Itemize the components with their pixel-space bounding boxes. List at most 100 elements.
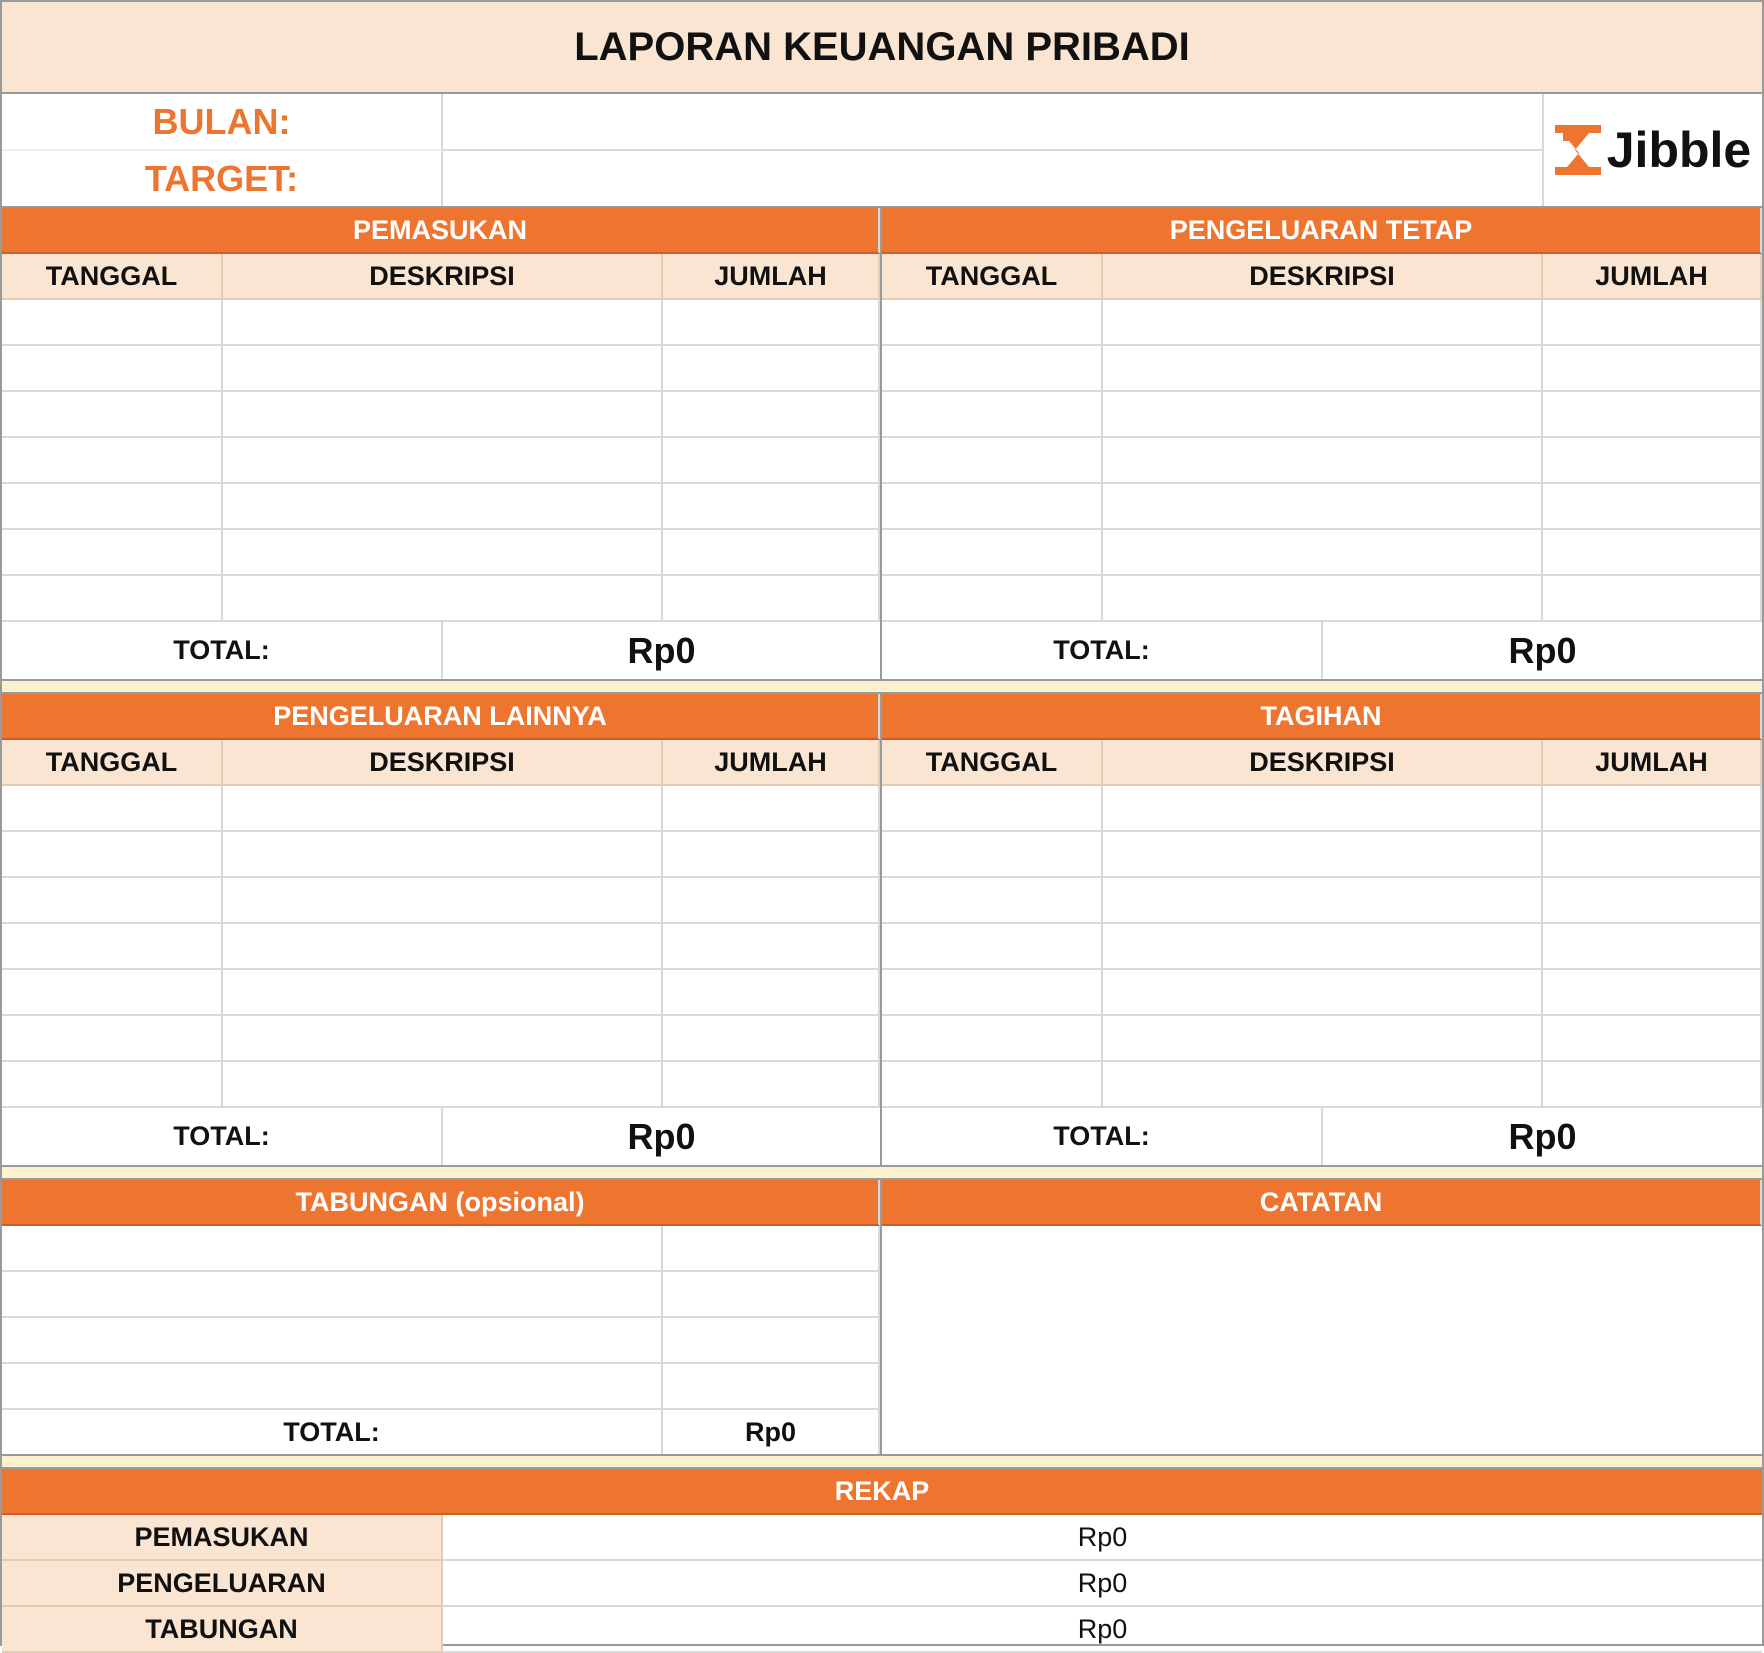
deskripsi-cell[interactable]: [223, 786, 663, 832]
deskripsi-cell[interactable]: [1103, 576, 1543, 622]
jumlah-cell[interactable]: [1543, 786, 1762, 832]
tanggal-cell[interactable]: [882, 530, 1103, 576]
tabungan-amount-cell[interactable]: [663, 1226, 880, 1272]
jumlah-cell[interactable]: [1543, 530, 1762, 576]
deskripsi-cell[interactable]: [1103, 346, 1543, 392]
bulan-input[interactable]: [443, 94, 1544, 151]
tabungan-amount-cell[interactable]: [663, 1272, 880, 1318]
deskripsi-cell[interactable]: [1103, 878, 1543, 924]
tanggal-cell[interactable]: [2, 878, 223, 924]
deskripsi-cell[interactable]: [223, 346, 663, 392]
tanggal-cell[interactable]: [882, 346, 1103, 392]
tanggal-cell[interactable]: [882, 970, 1103, 1016]
tabungan-desc-cell[interactable]: [2, 1364, 663, 1410]
deskripsi-cell[interactable]: [223, 924, 663, 970]
tanggal-cell[interactable]: [2, 346, 223, 392]
tanggal-cell[interactable]: [2, 1016, 223, 1062]
deskripsi-cell[interactable]: [223, 438, 663, 484]
deskripsi-cell[interactable]: [1103, 530, 1543, 576]
jumlah-cell[interactable]: [1543, 832, 1762, 878]
deskripsi-cell[interactable]: [1103, 1016, 1543, 1062]
tabungan-amount-cell[interactable]: [663, 1318, 880, 1364]
column-headers: TANGGAL DESKRIPSI JUMLAH: [882, 254, 1762, 300]
tanggal-cell[interactable]: [882, 484, 1103, 530]
jumlah-cell[interactable]: [1543, 924, 1762, 970]
jumlah-cell[interactable]: [1543, 1062, 1762, 1108]
tanggal-cell[interactable]: [882, 392, 1103, 438]
tanggal-cell[interactable]: [882, 924, 1103, 970]
jumlah-cell[interactable]: [663, 832, 880, 878]
deskripsi-cell[interactable]: [1103, 392, 1543, 438]
jumlah-cell[interactable]: [1543, 438, 1762, 484]
jumlah-cell[interactable]: [1543, 346, 1762, 392]
jumlah-cell[interactable]: [1543, 970, 1762, 1016]
jumlah-cell[interactable]: [663, 530, 880, 576]
jumlah-cell[interactable]: [1543, 300, 1762, 346]
deskripsi-cell[interactable]: [1103, 924, 1543, 970]
tanggal-cell[interactable]: [2, 576, 223, 622]
tanggal-cell[interactable]: [882, 300, 1103, 346]
jumlah-cell[interactable]: [663, 438, 880, 484]
tanggal-cell[interactable]: [2, 970, 223, 1016]
tanggal-cell[interactable]: [882, 878, 1103, 924]
jumlah-cell[interactable]: [1543, 392, 1762, 438]
deskripsi-cell[interactable]: [223, 832, 663, 878]
deskripsi-cell[interactable]: [223, 576, 663, 622]
jumlah-cell[interactable]: [663, 1062, 880, 1108]
total-label: TOTAL:: [2, 1108, 443, 1165]
deskripsi-cell[interactable]: [1103, 484, 1543, 530]
tabungan-amount-cell[interactable]: [663, 1364, 880, 1410]
table-row: [2, 346, 880, 392]
tanggal-cell[interactable]: [2, 392, 223, 438]
tanggal-cell[interactable]: [882, 832, 1103, 878]
deskripsi-cell[interactable]: [223, 1062, 663, 1108]
jumlah-cell[interactable]: [663, 786, 880, 832]
deskripsi-cell[interactable]: [223, 300, 663, 346]
catatan-section: CATATAN: [882, 1180, 1762, 1454]
deskripsi-cell[interactable]: [1103, 970, 1543, 1016]
tanggal-cell[interactable]: [2, 438, 223, 484]
jumlah-cell[interactable]: [1543, 576, 1762, 622]
tanggal-cell[interactable]: [2, 300, 223, 346]
tanggal-cell[interactable]: [2, 924, 223, 970]
jumlah-cell[interactable]: [1543, 1016, 1762, 1062]
jumlah-cell[interactable]: [663, 924, 880, 970]
deskripsi-cell[interactable]: [223, 970, 663, 1016]
deskripsi-cell[interactable]: [223, 1016, 663, 1062]
tanggal-cell[interactable]: [2, 786, 223, 832]
deskripsi-cell[interactable]: [1103, 438, 1543, 484]
jumlah-cell[interactable]: [663, 484, 880, 530]
jumlah-cell[interactable]: [1543, 484, 1762, 530]
jumlah-cell[interactable]: [663, 576, 880, 622]
deskripsi-cell[interactable]: [1103, 1062, 1543, 1108]
tanggal-cell[interactable]: [882, 786, 1103, 832]
tabungan-desc-cell[interactable]: [2, 1318, 663, 1364]
tanggal-cell[interactable]: [2, 484, 223, 530]
deskripsi-cell[interactable]: [223, 878, 663, 924]
tanggal-cell[interactable]: [882, 1062, 1103, 1108]
jumlah-cell[interactable]: [663, 346, 880, 392]
target-input[interactable]: [443, 151, 1544, 206]
catatan-notes-area[interactable]: [882, 1226, 1762, 1454]
deskripsi-cell[interactable]: [223, 392, 663, 438]
tanggal-cell[interactable]: [2, 832, 223, 878]
tabungan-desc-cell[interactable]: [2, 1226, 663, 1272]
jumlah-cell[interactable]: [1543, 878, 1762, 924]
jumlah-cell[interactable]: [663, 1016, 880, 1062]
deskripsi-cell[interactable]: [1103, 832, 1543, 878]
deskripsi-cell[interactable]: [223, 530, 663, 576]
tanggal-cell[interactable]: [2, 530, 223, 576]
jumlah-cell[interactable]: [663, 392, 880, 438]
deskripsi-cell[interactable]: [223, 484, 663, 530]
deskripsi-cell[interactable]: [1103, 300, 1543, 346]
tanggal-cell[interactable]: [882, 438, 1103, 484]
tabungan-desc-cell[interactable]: [2, 1272, 663, 1318]
tanggal-cell[interactable]: [2, 1062, 223, 1108]
jumlah-cell[interactable]: [663, 878, 880, 924]
deskripsi-cell[interactable]: [1103, 786, 1543, 832]
jumlah-cell[interactable]: [663, 300, 880, 346]
tanggal-cell[interactable]: [882, 1016, 1103, 1062]
rekap-value: Rp0: [443, 1515, 1762, 1561]
jumlah-cell[interactable]: [663, 970, 880, 1016]
tanggal-cell[interactable]: [882, 576, 1103, 622]
